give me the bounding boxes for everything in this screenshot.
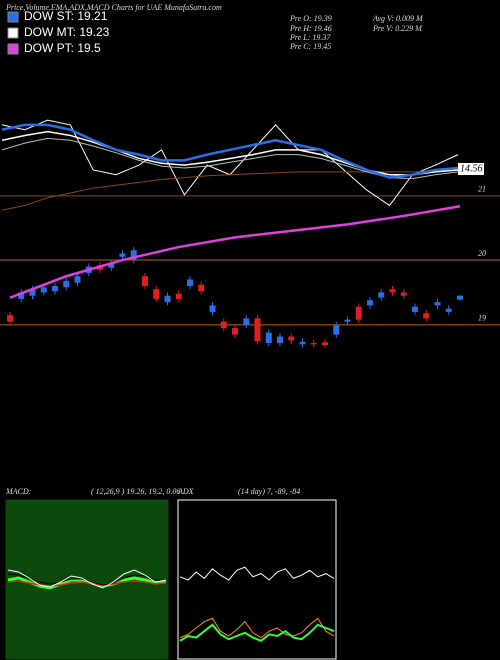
candle-body <box>164 295 171 303</box>
candle-body <box>130 250 137 261</box>
candle-body <box>367 300 373 306</box>
candle-body <box>7 315 13 322</box>
stat: Avg V: 0.009 M <box>372 14 424 23</box>
candle-body <box>63 280 70 288</box>
y-tick-label: 19 <box>478 314 486 323</box>
series-line <box>1 169 459 211</box>
series-line <box>9 204 461 299</box>
candle-body <box>333 324 340 335</box>
page-title: Price,Volume,EMA,ADX,MACD Charts for UAE… <box>5 3 222 12</box>
stat: Pre L: 19.37 <box>289 33 331 42</box>
candle-body <box>322 342 328 345</box>
y-tick-label: 20 <box>478 249 486 258</box>
series-line <box>1 130 459 176</box>
stat: Pre C: 19.45 <box>289 42 331 51</box>
candle-body <box>412 306 418 312</box>
legend-swatch <box>7 11 19 23</box>
candle-body <box>108 263 115 268</box>
candle-body <box>142 276 148 286</box>
series-line <box>7 580 167 587</box>
stat: Pre V: 0.229 M <box>372 24 423 33</box>
candle-body <box>198 284 205 292</box>
candle-body <box>434 302 441 306</box>
annotation: 14.56 <box>460 163 483 174</box>
candle-body <box>18 292 25 299</box>
legend-label: DOW MT: 19.23 <box>24 25 110 39</box>
series-line <box>179 617 335 639</box>
candle-body <box>52 285 58 292</box>
stat: Pre H: 19.46 <box>289 24 332 33</box>
series-line <box>179 623 335 642</box>
candle-body <box>389 289 396 293</box>
candle-body <box>423 313 430 319</box>
candle-body <box>175 293 182 299</box>
legend-swatch <box>7 43 19 55</box>
candle-body <box>40 287 47 293</box>
candle-body <box>209 305 216 312</box>
candle-body <box>344 319 351 322</box>
annotation-bg <box>458 163 484 175</box>
candle-body <box>74 276 81 283</box>
series-line <box>1 123 459 179</box>
candle-body <box>187 279 193 286</box>
candle-body <box>299 341 306 345</box>
legend-label: DOW ST: 19.21 <box>24 9 108 23</box>
candle-body <box>378 292 385 298</box>
series-line <box>179 566 335 581</box>
panel-title: ADX <box>177 487 195 496</box>
candle-body <box>355 306 362 320</box>
stat: Pre O: 19.39 <box>289 14 332 23</box>
series-line <box>7 569 167 589</box>
candle-body <box>243 318 250 325</box>
y-tick-label: 21 <box>478 185 486 194</box>
candle-body <box>310 343 317 345</box>
legend-label: DOW PT: 19.5 <box>24 41 101 55</box>
candle-body <box>288 336 295 341</box>
candle-body <box>445 308 452 312</box>
candle-body <box>457 295 463 300</box>
panel-subtitle: (14 day) 7, -89, -84 <box>238 487 300 496</box>
candle-body <box>277 336 283 344</box>
candle-body <box>232 328 238 335</box>
panel-subtitle: ( 12,26,9 ) 19.26, 19.2, 0.06 <box>91 487 180 496</box>
legend-swatch <box>7 27 19 39</box>
candle-body <box>265 332 272 344</box>
candle-body <box>119 253 126 257</box>
candle-body <box>29 289 36 296</box>
panel-title: MACD: <box>5 487 32 496</box>
candle-body <box>153 289 160 299</box>
candle-body <box>220 321 227 329</box>
candle-body <box>254 318 261 342</box>
candle-body <box>400 292 407 296</box>
